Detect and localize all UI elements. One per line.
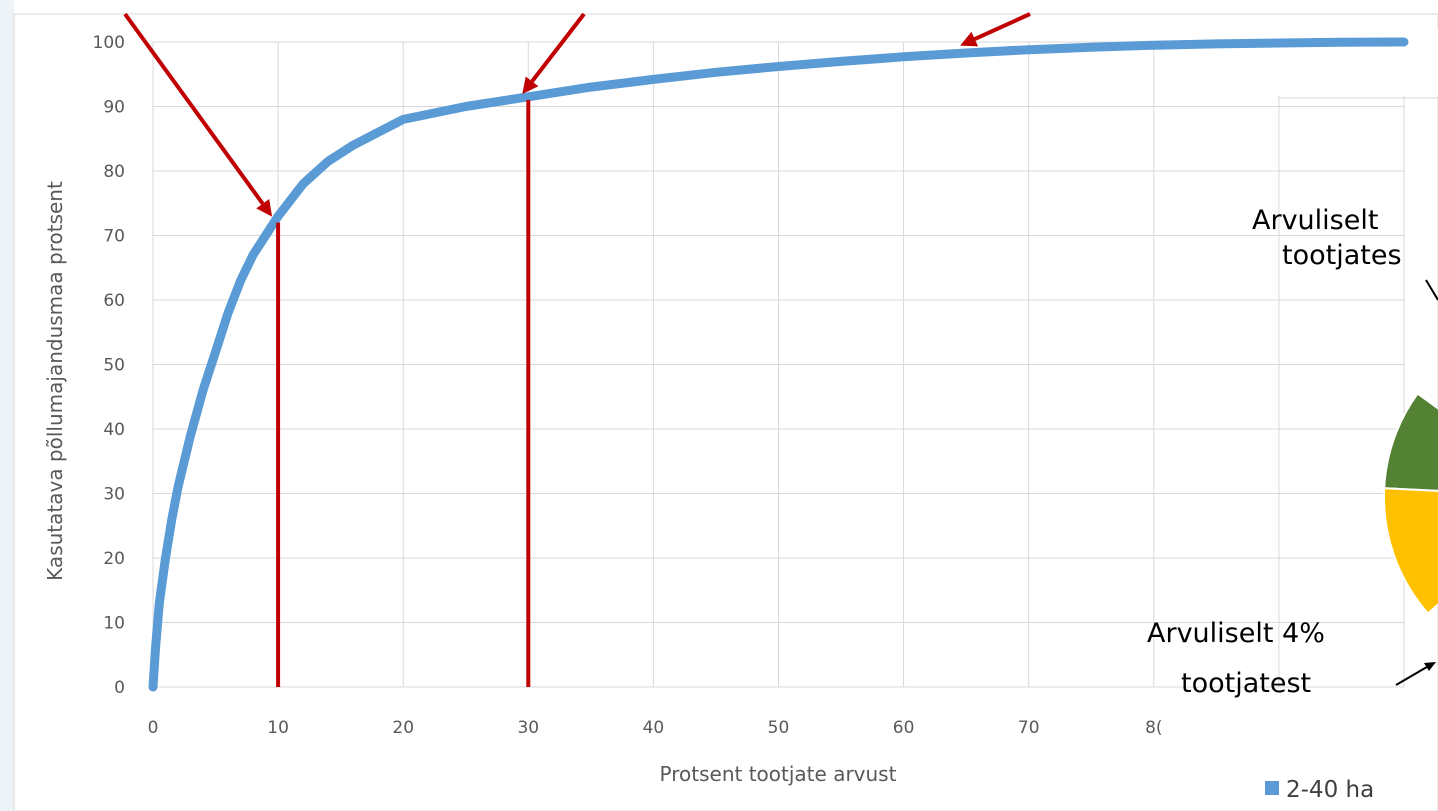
x-tick-label: 60 xyxy=(893,718,915,738)
annotation-arrowhead xyxy=(960,31,979,47)
pie-slice-green xyxy=(1383,392,1438,492)
annotation-arrow xyxy=(530,12,586,83)
series-layer xyxy=(148,37,1409,692)
annotation-arrowhead xyxy=(522,76,539,95)
cumulative-curve xyxy=(148,37,1409,692)
x-tick-labels: 0 10 20 30 40 50 60 70 8( xyxy=(148,718,1163,738)
y-tick-label: 60 xyxy=(103,291,125,311)
legend-swatch xyxy=(1265,781,1279,795)
markers-layer xyxy=(276,100,531,687)
pie-label-bottom-line2: tootjatest xyxy=(1181,668,1311,699)
y-tick-label: 90 xyxy=(103,98,125,118)
x-tick-label: 8( xyxy=(1145,718,1162,738)
chart-frame xyxy=(13,13,1438,811)
x-axis-title: Protsent tootjate arvust xyxy=(660,762,897,786)
annotation-arrow xyxy=(123,12,265,205)
pie-label-bottom-leader xyxy=(1395,663,1433,686)
y-axis-title: Kasutatava põllumajandusmaa protsent xyxy=(43,181,67,581)
pie-slice-yellow xyxy=(1383,487,1438,615)
x-tick-label: 50 xyxy=(768,718,790,738)
pie-label-top-line2: tootjates xyxy=(1282,240,1402,271)
legend-label: 2-40 ha xyxy=(1286,777,1374,803)
x-tick-label: 20 xyxy=(392,718,414,738)
pie-chart-fragment xyxy=(1383,392,1438,615)
annotation-arrowhead xyxy=(256,198,273,217)
annotation-arrow xyxy=(973,12,1031,41)
pie-label-top-leader xyxy=(1425,279,1438,301)
pie-label-bottom-arrowhead xyxy=(1424,662,1436,671)
y-tick-label: 30 xyxy=(103,485,125,505)
x-tick-label: 40 xyxy=(643,718,665,738)
y-tick-label: 80 xyxy=(103,162,125,182)
pie-label-top-line1: Arvuliselt xyxy=(1252,205,1378,236)
gridlines xyxy=(152,41,1405,688)
y-tick-label: 70 xyxy=(103,227,125,247)
y-tick-labels: 0 10 20 30 40 50 60 70 80 90 100 xyxy=(93,33,125,698)
x-tick-label: 10 xyxy=(267,718,289,738)
x-tick-label: 70 xyxy=(1018,718,1040,738)
y-tick-label: 40 xyxy=(103,420,125,440)
x-tick-label: 0 xyxy=(148,718,159,738)
y-tick-label: 10 xyxy=(103,614,125,634)
x-tick-label: 30 xyxy=(517,718,539,738)
y-tick-label: 100 xyxy=(93,33,125,53)
pie-label-bottom-line1: Arvuliselt 4% xyxy=(1147,618,1325,649)
y-tick-label: 0 xyxy=(114,678,125,698)
y-tick-label: 20 xyxy=(103,549,125,569)
slide-edge xyxy=(0,0,14,811)
y-tick-label: 50 xyxy=(103,356,125,376)
arrows-layer xyxy=(123,12,1031,217)
